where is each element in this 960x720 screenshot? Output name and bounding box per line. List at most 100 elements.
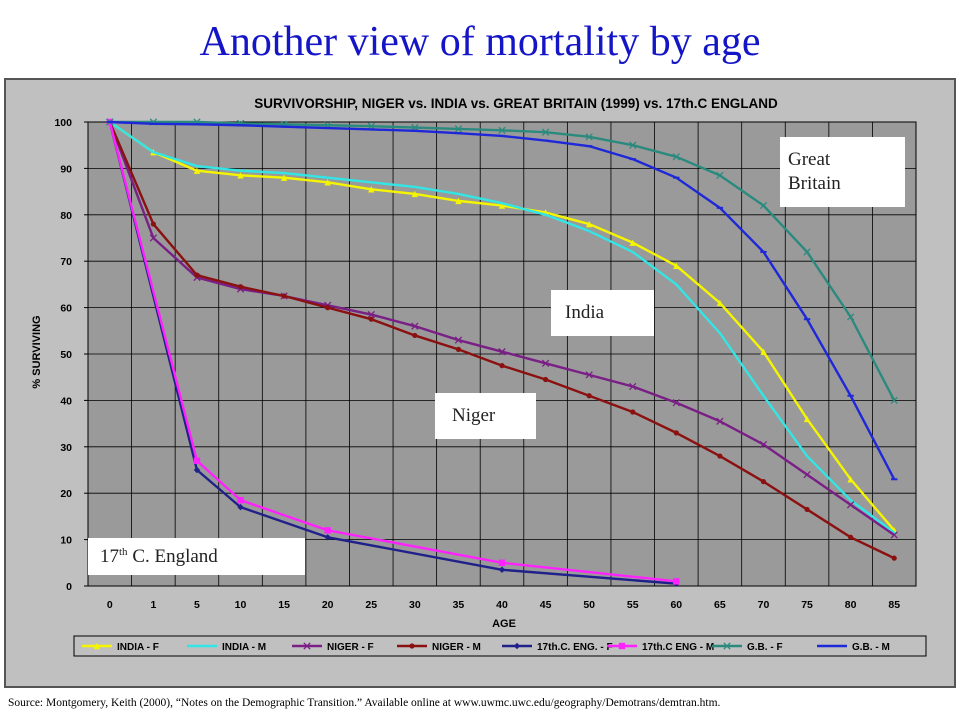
data-point — [586, 393, 592, 399]
england-callout-suffix: C. England — [128, 546, 219, 567]
data-point — [716, 299, 724, 307]
y-tick-label: 60 — [60, 303, 72, 315]
data-point — [585, 371, 593, 379]
data-point — [367, 310, 375, 319]
data-point — [717, 453, 723, 459]
great-britain-callout-line2: Britain — [788, 173, 841, 194]
data-point — [195, 164, 199, 168]
data-point — [500, 202, 504, 205]
data-point — [368, 186, 375, 193]
series-line — [108, 121, 677, 583]
data-point — [587, 229, 591, 233]
england-callout-box — [88, 538, 305, 575]
niger-callout: Niger — [452, 405, 496, 426]
data-point — [325, 305, 331, 311]
y-tick-label: 0 — [66, 581, 72, 593]
data-point — [629, 382, 637, 391]
source-citation: Source: Montgomery, Keith (2000), “Notes… — [8, 697, 721, 709]
data-point — [498, 126, 506, 135]
series-india-m — [108, 120, 896, 534]
data-point — [498, 566, 506, 573]
legend-box — [73, 635, 927, 657]
data-point — [239, 169, 242, 172]
legend-label: INDIA - M — [222, 642, 266, 653]
slide-title: Another view of mortality by age — [199, 19, 761, 65]
y-tick-label: 20 — [60, 488, 72, 500]
x-tick-label: 35 — [453, 599, 465, 611]
data-point — [891, 555, 897, 561]
data-point — [759, 201, 768, 210]
callout-layer: Great Britain India Niger 17th C. Englan… — [88, 137, 905, 575]
legend-label: 17th.C ENG - M — [642, 642, 714, 653]
data-point — [630, 409, 636, 415]
legend-label: G.B. - M — [852, 642, 890, 653]
x-tick-label: 85 — [888, 599, 900, 611]
data-point — [541, 359, 550, 367]
data-point — [193, 167, 201, 174]
data-point — [541, 128, 550, 136]
data-point — [803, 248, 811, 256]
data-point — [455, 346, 462, 352]
legend-entry: 17th.C ENG - M — [607, 642, 714, 653]
legend-label: INDIA - F — [117, 642, 159, 653]
data-point — [370, 181, 373, 184]
data-point — [673, 578, 680, 585]
legend-entry: G.B. - M — [817, 642, 890, 653]
x-tick-label: 30 — [409, 599, 421, 611]
x-tick-label: 40 — [496, 599, 508, 611]
data-point — [412, 332, 418, 339]
data-point — [237, 496, 244, 504]
x-tick-label: 20 — [322, 599, 334, 611]
data-point — [194, 272, 200, 278]
data-point — [280, 174, 288, 181]
data-point — [237, 284, 244, 290]
x-tick-label: 60 — [670, 599, 682, 611]
india-callout-box — [551, 290, 654, 336]
x-tick-label: 15 — [278, 599, 290, 611]
niger-callout-box — [435, 393, 536, 439]
y-tick-label: 80 — [60, 210, 72, 222]
data-point — [759, 440, 768, 449]
series-line — [108, 121, 677, 585]
data-point — [716, 171, 724, 180]
data-point — [803, 415, 811, 423]
data-point — [368, 316, 374, 322]
data-point — [762, 394, 765, 397]
data-point — [193, 466, 201, 474]
legend-entry: NIGER - F — [292, 642, 374, 653]
data-point — [716, 417, 724, 425]
y-tick-label: 40 — [60, 395, 72, 407]
data-point — [150, 221, 156, 227]
legend-entry: INDIA - F — [82, 642, 159, 653]
data-point — [513, 642, 521, 650]
legend-entry: 17th.C. ENG. - F — [502, 642, 613, 653]
data-point — [193, 457, 201, 464]
data-point — [413, 185, 417, 189]
data-point — [718, 331, 722, 335]
data-point — [585, 133, 593, 141]
data-point — [499, 363, 505, 369]
x-tick-label: 80 — [845, 599, 857, 611]
data-point — [673, 430, 679, 436]
data-point — [890, 396, 898, 405]
data-point — [457, 192, 460, 196]
data-point — [498, 559, 506, 566]
legend-entry: NIGER - M — [397, 642, 481, 653]
great-britain-callout-line1: Great — [788, 149, 831, 170]
y-tick-label: 100 — [54, 117, 72, 129]
data-point — [149, 234, 158, 242]
data-point — [411, 190, 419, 198]
legend-label: 17th.C. ENG. - F — [537, 642, 613, 653]
x-tick-label: 10 — [235, 599, 247, 611]
data-point — [848, 534, 854, 540]
data-point — [846, 313, 855, 321]
data-point — [629, 239, 636, 246]
data-point — [152, 150, 155, 154]
data-point — [846, 501, 855, 509]
england-callout-prefix: 17 — [100, 546, 119, 567]
x-tick-label: 45 — [540, 599, 552, 611]
legend-label: NIGER - F — [327, 642, 374, 653]
legend-entry: INDIA - M — [187, 642, 266, 653]
x-tick-label: 0 — [107, 599, 113, 611]
x-axis-ticks: 0 1 5 10 15 20 25 30 35 40 45 50 55 60 65 70 75 80 85 — [107, 599, 900, 611]
